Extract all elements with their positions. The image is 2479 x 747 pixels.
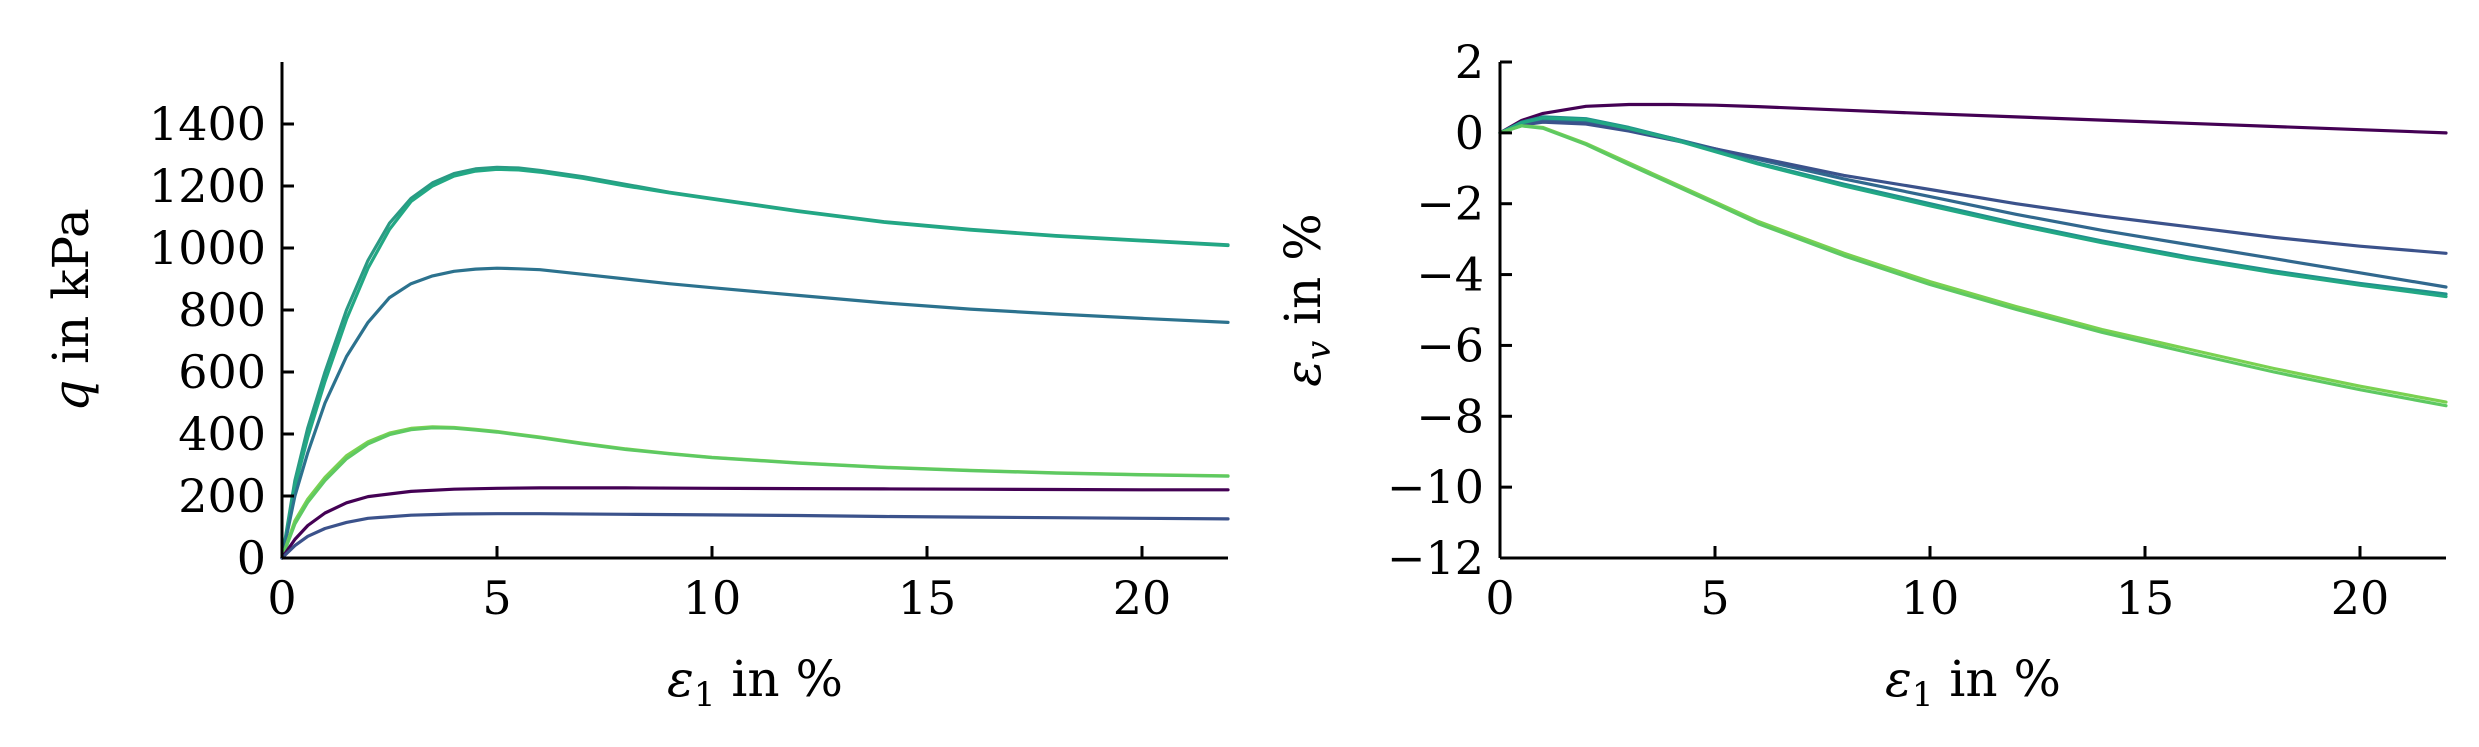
- y-axis-label: εv in %: [1274, 213, 1339, 387]
- y-tick-label: 1000: [149, 221, 266, 275]
- y-tick-label: 600: [178, 345, 266, 399]
- x-tick-label: 15: [2116, 571, 2175, 625]
- x-tick-label: 0: [1485, 571, 1514, 625]
- series-line: [280, 165, 1230, 560]
- y-tick-label: −10: [1387, 460, 1484, 514]
- y-tick-label: 1400: [149, 97, 266, 151]
- x-tick-label: 15: [898, 571, 957, 625]
- series-line: [280, 512, 1230, 560]
- y-tick-label: −12: [1387, 531, 1484, 585]
- series-line: [1498, 124, 2448, 408]
- volumetric-strain-panel: 0 5 10 15 20 −12 −10 −8 −6 −4 −2 0 2 ε1 in % εv in %: [1274, 35, 2448, 715]
- y-tick-label: 800: [178, 283, 266, 337]
- y-tick-label: 200: [178, 469, 266, 523]
- x-tick-label: 20: [2331, 571, 2390, 625]
- x-tick-label: 10: [1901, 571, 1960, 625]
- series-line: [280, 425, 1230, 560]
- series-line: [1498, 120, 2448, 255]
- x-tick-label: 5: [482, 571, 511, 625]
- x-tick-label: 0: [267, 571, 296, 625]
- x-axis-label: ε1 in %: [667, 650, 843, 715]
- series-line: [280, 426, 1230, 560]
- series-line: [280, 167, 1230, 560]
- series-line: [280, 486, 1230, 560]
- y-tick-label: 400: [178, 407, 266, 461]
- x-tick-label: 10: [683, 571, 742, 625]
- y-tick-label: −2: [1416, 177, 1484, 231]
- series-line: [1498, 118, 2448, 289]
- y-tick-label: 0: [1455, 106, 1484, 160]
- series-line: [280, 266, 1230, 560]
- y-tick-label: 1200: [149, 159, 266, 213]
- x-axis-label: ε1 in %: [1885, 650, 2061, 715]
- x-tick-label: 5: [1700, 571, 1729, 625]
- y-tick-label: −8: [1416, 389, 1484, 443]
- y-tick-label: 2: [1455, 35, 1484, 89]
- y-tick-label: −4: [1416, 248, 1484, 302]
- x-tick-label: 20: [1113, 571, 1172, 625]
- y-tick-label: 0: [237, 531, 266, 585]
- y-tick-label: −6: [1416, 318, 1484, 372]
- y-axis-label: q in kPa: [42, 208, 100, 412]
- series-line: [1498, 116, 2448, 299]
- series-line: [1498, 102, 2448, 135]
